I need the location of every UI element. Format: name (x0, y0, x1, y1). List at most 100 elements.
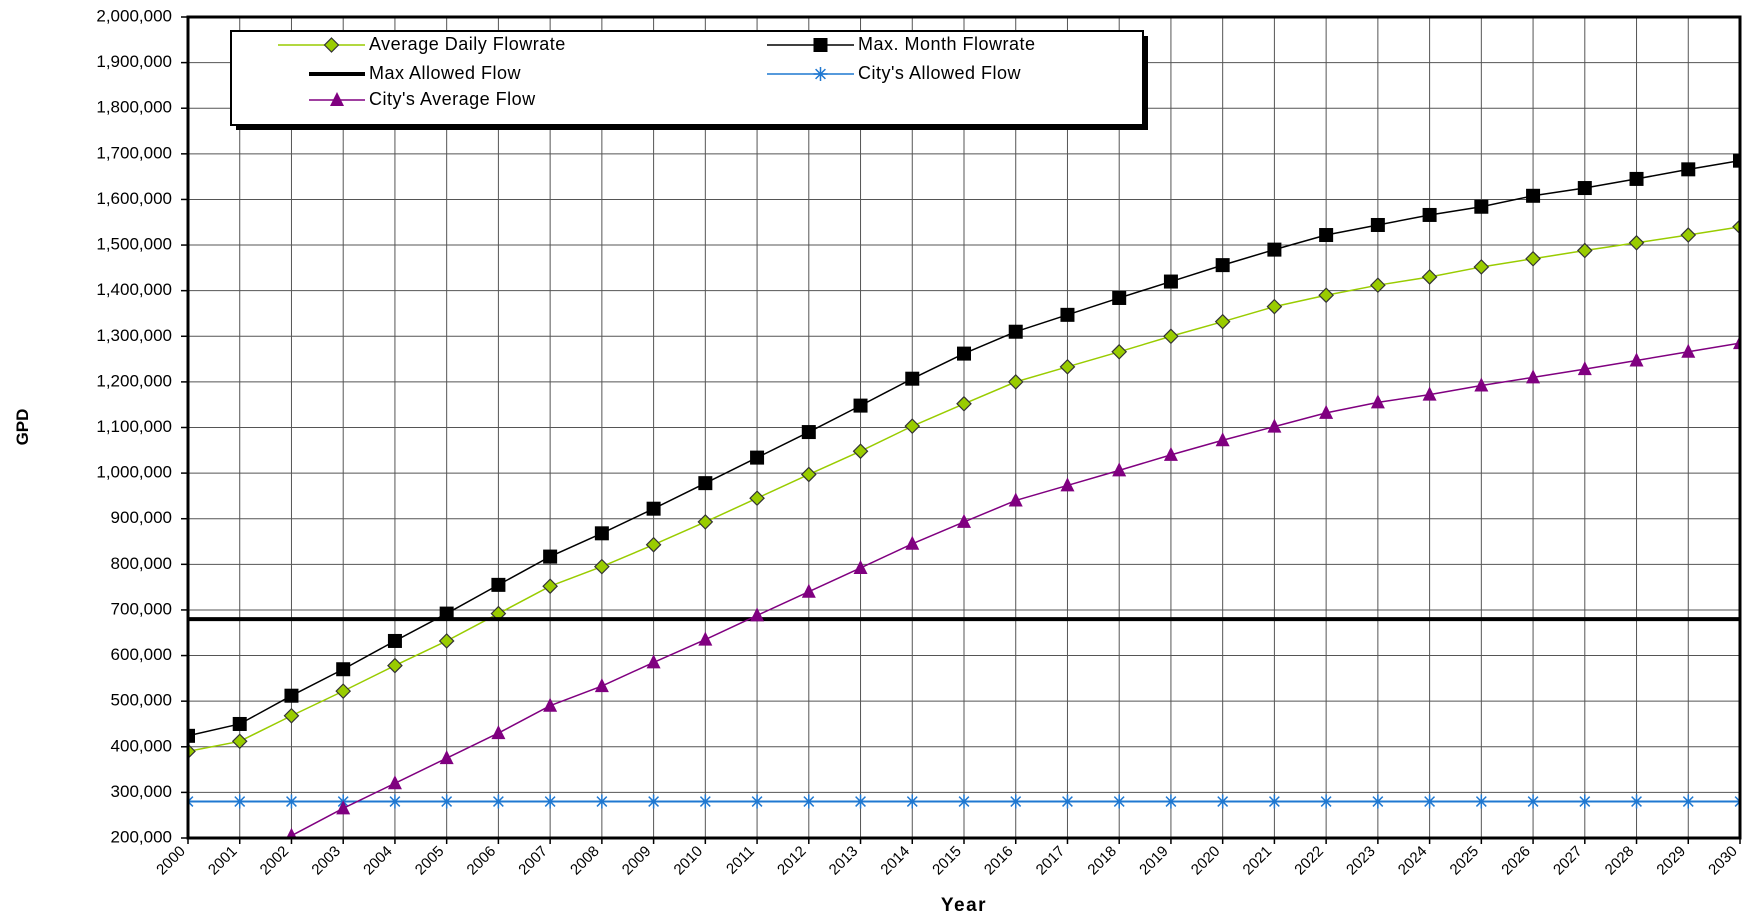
data-point (1576, 242, 1593, 259)
data-point (1577, 794, 1592, 809)
data-point (1214, 313, 1231, 330)
data-point (1422, 207, 1437, 222)
y-tick-label: 1,500,000 (96, 235, 172, 254)
data-point (594, 526, 609, 541)
data-point (1681, 162, 1696, 177)
data-point (957, 346, 971, 361)
y-tick-label: 1,300,000 (96, 326, 172, 345)
data-point (1733, 335, 1740, 350)
data-point (1060, 477, 1075, 492)
data-point (438, 633, 455, 649)
legend-marker (323, 37, 340, 53)
data-point (1112, 794, 1127, 809)
data-point (1267, 242, 1282, 257)
data-point (594, 794, 609, 809)
y-tick-label: 1,800,000 (96, 98, 172, 117)
data-point (1163, 794, 1178, 809)
data-point (1215, 432, 1230, 447)
data-point (750, 794, 765, 809)
data-point (1008, 794, 1023, 809)
x-tick-label: 2024 (1395, 843, 1431, 879)
data-point (1267, 794, 1282, 809)
x-tick-label: 2015 (929, 843, 965, 879)
y-tick-label: 200,000 (111, 827, 172, 846)
x-tick-label: 2021 (1240, 843, 1276, 879)
x-tick-label: 2016 (981, 843, 1017, 879)
x-tick-label: 2007 (515, 843, 551, 879)
data-point (542, 578, 558, 595)
y-tick-label: 600,000 (111, 645, 172, 664)
data-point (956, 395, 972, 412)
data-point (1266, 298, 1283, 315)
data-point (750, 450, 765, 465)
x-tick-label: 2014 (877, 843, 913, 879)
data-point (1474, 199, 1489, 214)
y-tick-label: 900,000 (111, 508, 172, 527)
data-point (698, 794, 713, 809)
data-point (283, 707, 300, 724)
legend-label: Max Allowed Flow (369, 63, 522, 83)
data-point (1215, 258, 1230, 273)
data-point (1628, 234, 1645, 251)
data-point (387, 657, 403, 674)
legend: Average Daily Flowrate Max. Month Flowrat… (230, 30, 1148, 130)
x-tick-label: 2020 (1188, 843, 1224, 879)
data-point (1163, 446, 1178, 461)
data-point (645, 536, 662, 553)
data-point (801, 794, 816, 809)
data-point (1525, 250, 1541, 267)
x-tick-label: 2022 (1291, 843, 1327, 879)
y-tick-label: 700,000 (111, 599, 172, 618)
legend-label: Max. Month Flowrate (858, 34, 1036, 54)
y-tick-label: 400,000 (111, 736, 172, 755)
data-point (1060, 794, 1075, 809)
data-point (853, 559, 868, 574)
legend-label: City's Allowed Flow (858, 63, 1021, 83)
data-point (905, 535, 920, 550)
data-point (439, 794, 454, 809)
data-point (284, 794, 299, 809)
x-tick-label: 2008 (567, 843, 603, 879)
data-point (646, 794, 661, 809)
data-point (543, 697, 558, 712)
x-tick-label: 2001 (205, 843, 241, 879)
y-tick-label: 1,100,000 (96, 417, 172, 436)
data-point (335, 683, 352, 699)
data-point (1370, 794, 1385, 809)
data-point (1526, 369, 1541, 384)
data-point (1370, 277, 1386, 294)
data-point (231, 733, 248, 750)
data-point (750, 607, 765, 622)
data-point (1629, 794, 1644, 809)
data-point (905, 794, 920, 809)
x-tick-label: 2013 (826, 843, 862, 879)
y-tick-label: 2,000,000 (96, 6, 172, 25)
legend-label: Average Daily Flowrate (369, 34, 566, 54)
data-point (1111, 343, 1128, 360)
data-point (387, 633, 402, 648)
x-tick-label: 2028 (1602, 843, 1638, 879)
data-point (853, 794, 868, 809)
data-point (904, 418, 921, 434)
x-tick-label: 2017 (1033, 843, 1069, 879)
data-point (1370, 217, 1385, 232)
data-point (1681, 343, 1696, 358)
data-point (1577, 361, 1592, 376)
y-tick-label: 1,400,000 (96, 280, 172, 299)
y-tick-label: 1,700,000 (96, 143, 172, 162)
data-point (957, 513, 971, 528)
data-point (1577, 181, 1592, 196)
x-tick-label: 2000 (153, 843, 189, 879)
grid (187, 16, 1741, 839)
data-point (491, 725, 506, 740)
data-point (1474, 794, 1489, 809)
x-tick-label: 2018 (1084, 843, 1120, 879)
data-point (1008, 324, 1023, 339)
data-point (1422, 794, 1437, 809)
y-axis-label: GPD (13, 409, 32, 446)
data-point (749, 490, 765, 507)
data-point (543, 794, 558, 809)
data-point (232, 716, 247, 731)
data-point (801, 425, 816, 440)
data-point (698, 631, 713, 646)
